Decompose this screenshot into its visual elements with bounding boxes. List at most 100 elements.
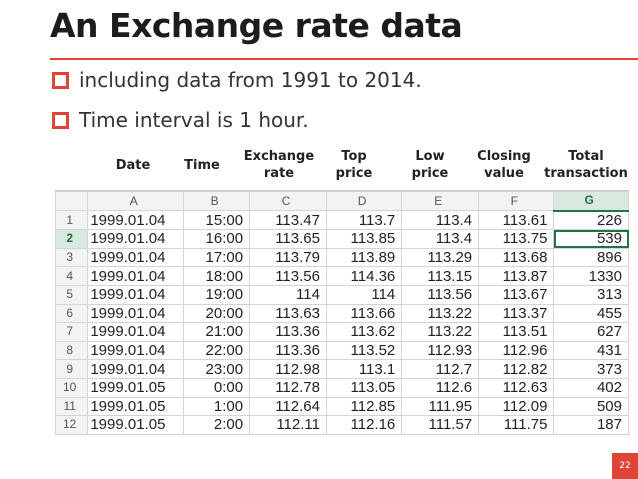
table-cell[interactable]: 114	[249, 284, 327, 305]
row-number[interactable]: 1	[54, 210, 89, 231]
table-cell[interactable]: 113.68	[478, 247, 555, 268]
table-cell[interactable]: 373	[553, 359, 629, 379]
table-cell[interactable]: 1999.01.05	[87, 396, 185, 417]
table-cell[interactable]: 1999.01.04	[87, 303, 185, 324]
table-cell[interactable]: 113.36	[249, 340, 327, 361]
table-cell[interactable]: 16:00	[183, 229, 251, 249]
table-cell[interactable]: 113.67	[478, 284, 555, 305]
column-letter-a[interactable]: A	[87, 190, 185, 212]
table-cell[interactable]: 112.09	[478, 396, 555, 417]
table-cell[interactable]: 113.65	[249, 229, 327, 249]
table-cell[interactable]: 1999.01.04	[87, 322, 185, 342]
table-cell[interactable]: 313	[553, 284, 629, 305]
table-cell[interactable]: 112.6	[401, 377, 480, 398]
table-cell[interactable]: 113.87	[478, 266, 555, 286]
table-cell[interactable]: 19:00	[183, 284, 251, 305]
table-cell[interactable]: 113.66	[325, 303, 403, 324]
table-cell[interactable]: 18:00	[183, 266, 251, 286]
table-cell[interactable]: 113.85	[325, 229, 403, 249]
table-cell[interactable]: 113.7	[325, 210, 403, 231]
table-cell[interactable]: 112.63	[478, 377, 555, 398]
table-cell[interactable]: 111.95	[401, 396, 480, 417]
table-cell[interactable]: 1999.01.04	[87, 340, 185, 361]
table-cell[interactable]: 113.05	[325, 377, 403, 398]
table-cell[interactable]: 112.82	[478, 359, 555, 379]
column-letter-e[interactable]: E	[401, 190, 480, 212]
table-cell[interactable]: 113.1	[325, 359, 403, 379]
table-cell[interactable]: 187	[553, 415, 629, 435]
table-cell[interactable]: 1:00	[183, 396, 251, 417]
table-cell[interactable]: 113.47	[249, 210, 327, 231]
table-cell[interactable]: 431	[553, 340, 629, 361]
table-cell[interactable]: 1999.01.05	[87, 377, 185, 398]
table-cell[interactable]: 627	[553, 322, 629, 342]
row-number[interactable]: 8	[54, 340, 89, 361]
table-cell[interactable]: 112.93	[401, 340, 480, 361]
row-number[interactable]: 9	[54, 359, 89, 379]
table-cell[interactable]: 113.56	[401, 284, 480, 305]
table-cell[interactable]: 17:00	[183, 247, 251, 268]
table-cell[interactable]: 113.56	[249, 266, 327, 286]
table-cell[interactable]: 111.57	[401, 415, 480, 435]
row-number[interactable]: 6	[54, 303, 89, 324]
table-cell[interactable]: 226	[553, 210, 629, 231]
table-cell[interactable]: 455	[553, 303, 629, 324]
table-cell[interactable]: 113.22	[401, 303, 480, 324]
table-cell[interactable]: 113.29	[401, 247, 480, 268]
table-cell[interactable]: 114.36	[325, 266, 403, 286]
table-cell[interactable]: 113.75	[478, 229, 555, 249]
table-cell[interactable]: 22:00	[183, 340, 251, 361]
row-number[interactable]: 5	[54, 284, 89, 305]
table-cell[interactable]: 1999.01.05	[87, 415, 185, 435]
table-cell[interactable]: 402	[553, 377, 629, 398]
table-cell[interactable]: 896	[553, 247, 629, 268]
table-cell[interactable]: 112.11	[249, 415, 327, 435]
table-cell[interactable]: 113.79	[249, 247, 327, 268]
row-number[interactable]: 11	[54, 396, 89, 417]
column-letter-g[interactable]: G	[553, 190, 629, 212]
table-cell[interactable]: 1330	[553, 266, 629, 286]
table-cell[interactable]: 112.64	[249, 396, 327, 417]
table-cell[interactable]: 113.51	[478, 322, 555, 342]
column-letter-b[interactable]: B	[183, 190, 251, 212]
row-number[interactable]: 3	[54, 247, 89, 268]
select-all-corner[interactable]	[54, 190, 89, 212]
table-cell[interactable]: 0:00	[183, 377, 251, 398]
table-cell[interactable]: 113.15	[401, 266, 480, 286]
table-cell[interactable]: 1999.01.04	[87, 229, 185, 249]
column-letter-d[interactable]: D	[325, 190, 403, 212]
row-number[interactable]: 10	[54, 377, 89, 398]
row-number[interactable]: 2	[54, 229, 89, 249]
table-cell[interactable]: 111.75	[478, 415, 555, 435]
table-cell[interactable]: 112.16	[325, 415, 403, 435]
row-number[interactable]: 4	[54, 266, 89, 286]
table-cell[interactable]: 509	[553, 396, 629, 417]
table-cell[interactable]: 113.63	[249, 303, 327, 324]
table-cell[interactable]: 1999.01.04	[87, 266, 185, 286]
table-cell[interactable]: 15:00	[183, 210, 251, 231]
row-number[interactable]: 7	[54, 322, 89, 342]
table-cell[interactable]: 112.78	[249, 377, 327, 398]
table-cell[interactable]: 539	[553, 229, 629, 249]
table-cell[interactable]: 113.61	[478, 210, 555, 231]
table-cell[interactable]: 23:00	[183, 359, 251, 379]
table-cell[interactable]: 1999.01.04	[87, 359, 185, 379]
table-cell[interactable]: 112.7	[401, 359, 480, 379]
column-letter-c[interactable]: C	[249, 190, 327, 212]
table-cell[interactable]: 112.96	[478, 340, 555, 361]
table-cell[interactable]: 1999.01.04	[87, 247, 185, 268]
table-cell[interactable]: 2:00	[183, 415, 251, 435]
column-letter-f[interactable]: F	[478, 190, 555, 212]
table-cell[interactable]: 113.4	[401, 210, 480, 231]
table-cell[interactable]: 1999.01.04	[87, 210, 185, 231]
table-cell[interactable]: 114	[325, 284, 403, 305]
table-cell[interactable]: 112.98	[249, 359, 327, 379]
table-cell[interactable]: 113.89	[325, 247, 403, 268]
table-cell[interactable]: 21:00	[183, 322, 251, 342]
table-cell[interactable]: 113.4	[401, 229, 480, 249]
table-cell[interactable]: 113.52	[325, 340, 403, 361]
row-number[interactable]: 12	[54, 415, 89, 435]
table-cell[interactable]: 20:00	[183, 303, 251, 324]
table-cell[interactable]: 1999.01.04	[87, 284, 185, 305]
table-cell[interactable]: 112.85	[325, 396, 403, 417]
